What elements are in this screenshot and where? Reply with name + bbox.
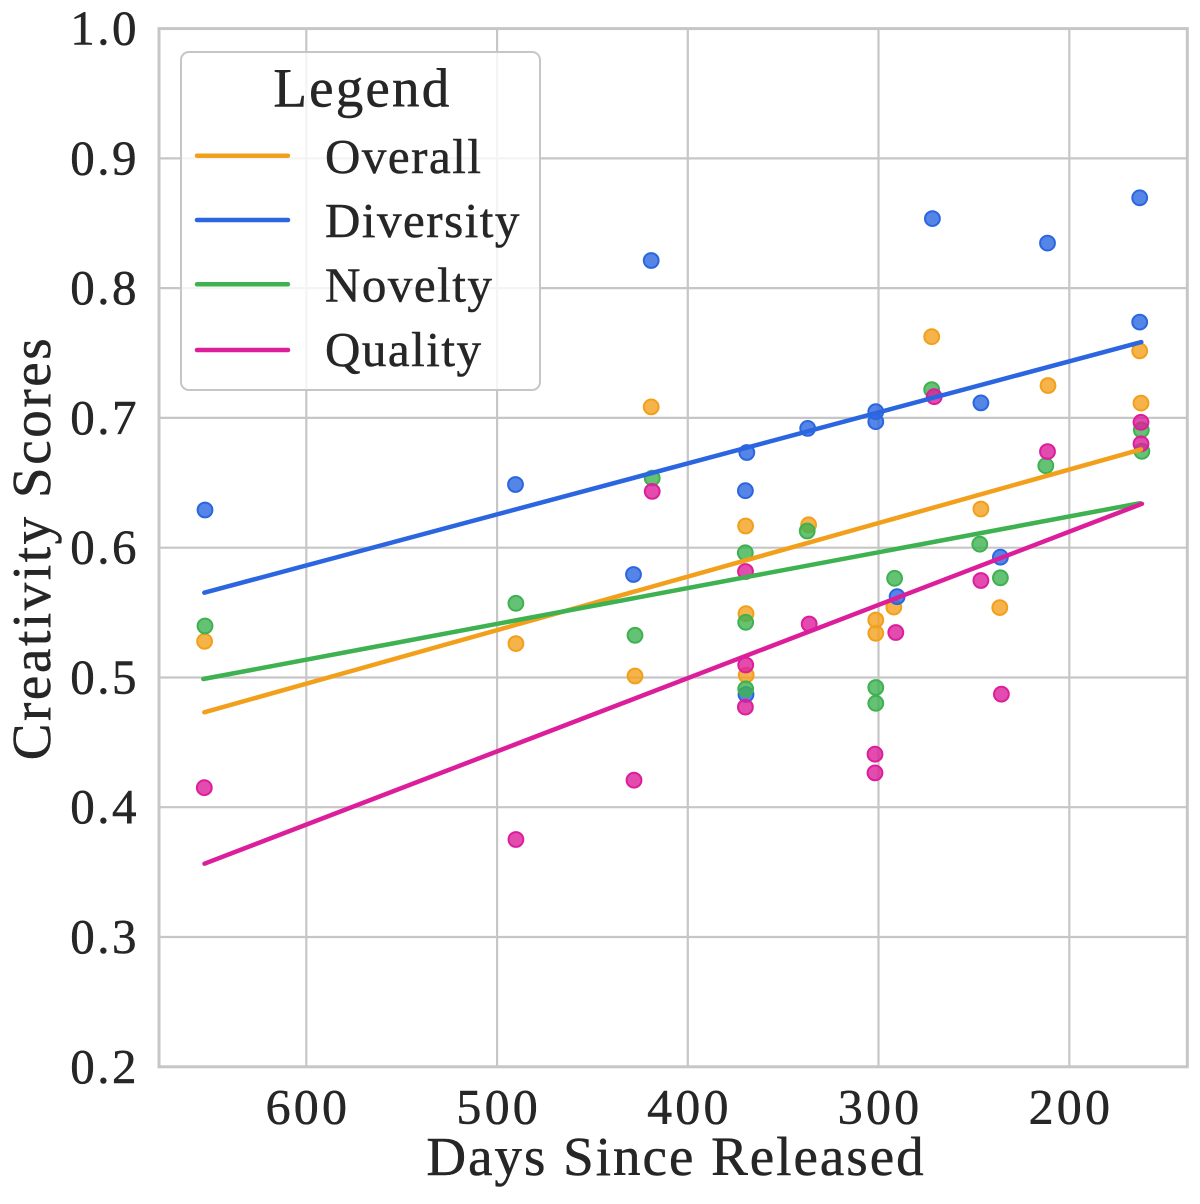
svg-text:600: 600 xyxy=(266,1079,351,1135)
svg-text:0.4: 0.4 xyxy=(70,779,139,834)
svg-text:Days Since Released: Days Since Released xyxy=(426,1126,925,1187)
svg-text:Overall: Overall xyxy=(325,129,482,184)
svg-text:0.8: 0.8 xyxy=(70,260,139,315)
svg-text:Quality: Quality xyxy=(325,322,482,377)
svg-text:400: 400 xyxy=(647,1079,732,1135)
svg-text:0.2: 0.2 xyxy=(70,1039,139,1094)
svg-text:0.5: 0.5 xyxy=(70,650,139,705)
svg-text:0.3: 0.3 xyxy=(70,909,139,964)
svg-text:Creativity Scores: Creativity Scores xyxy=(1,336,62,761)
svg-text:200: 200 xyxy=(1029,1079,1114,1135)
svg-text:Diversity: Diversity xyxy=(325,193,521,248)
svg-text:0.9: 0.9 xyxy=(70,130,139,185)
svg-text:Novelty: Novelty xyxy=(325,257,493,312)
svg-text:0.7: 0.7 xyxy=(70,390,139,445)
svg-text:Legend: Legend xyxy=(273,58,451,119)
svg-text:500: 500 xyxy=(456,1079,541,1135)
svg-text:300: 300 xyxy=(838,1079,923,1135)
svg-text:0.6: 0.6 xyxy=(70,520,139,575)
svg-text:1.0: 1.0 xyxy=(70,1,139,56)
